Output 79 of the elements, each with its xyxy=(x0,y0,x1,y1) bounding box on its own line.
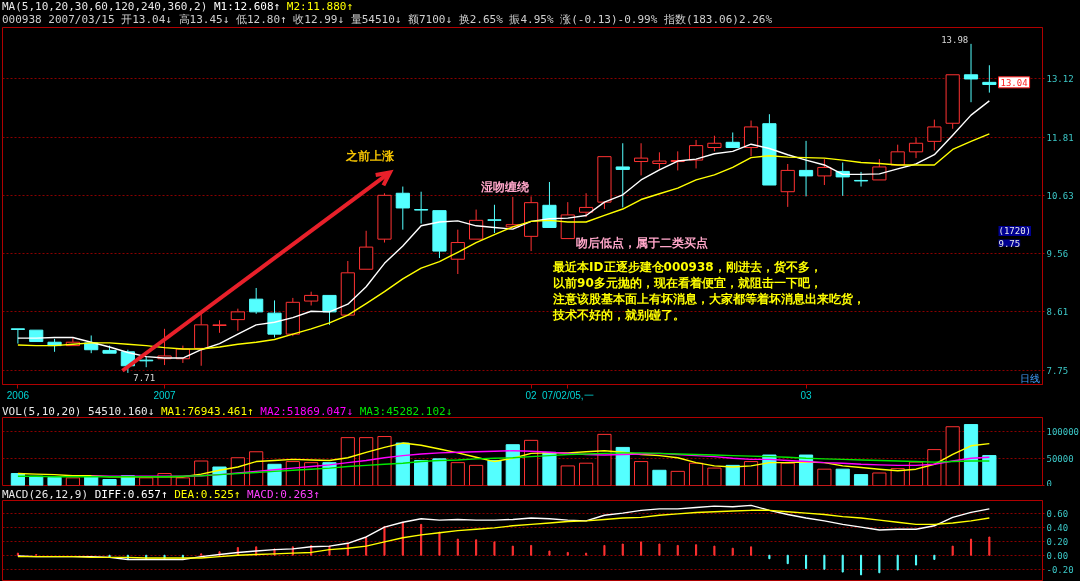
y-tick-label: 10.63 xyxy=(1046,190,1074,201)
annotation: 13.98 xyxy=(941,34,969,45)
bar xyxy=(102,479,117,486)
text: DEA:0.525↑ xyxy=(174,488,241,501)
annotation: 以前90多元抛的，现在看着便宜，就阻击一下吧， xyxy=(553,275,822,290)
candlestick xyxy=(469,209,484,240)
candlestick xyxy=(633,142,649,176)
annotation: 7.71 xyxy=(133,372,156,383)
candlestick xyxy=(340,260,355,316)
chart-title: MA(5,10,20,30,60,120,240,360,2) xyxy=(2,0,208,13)
annotation: 技术不好的，就别碰了。 xyxy=(552,307,686,322)
x-tick-label: 07/02/05,一 xyxy=(541,389,594,401)
y-tick-label: 13.12 xyxy=(1046,74,1074,85)
text: DIFF:0.657↑ xyxy=(94,488,168,501)
bar xyxy=(487,459,502,486)
bar xyxy=(725,464,740,486)
annotation: 最近本ID正逐步建仓000938，刚进去，货不多， xyxy=(552,259,822,274)
bar xyxy=(47,476,62,486)
y-tick-label: -0.20 xyxy=(1046,564,1074,575)
text: MA2:51869.047↓ xyxy=(260,405,354,418)
y-tick-label: 9.56 xyxy=(1046,249,1069,260)
bar xyxy=(853,474,869,486)
y-tick-label: 7.75 xyxy=(1046,365,1069,376)
bar xyxy=(652,469,667,486)
annotation: (1720) xyxy=(998,226,1032,237)
candlestick xyxy=(615,142,630,208)
bar xyxy=(835,468,850,486)
text: M1:12.608↑ xyxy=(213,0,281,13)
text: MA3:45282.102↓ xyxy=(359,405,453,418)
annotation: MACD:0.263↑ xyxy=(247,488,320,501)
text: 日线 xyxy=(1019,372,1040,384)
candlestick xyxy=(780,163,795,208)
candlestick xyxy=(414,191,429,225)
candlestick xyxy=(524,195,539,252)
candlestick xyxy=(377,192,392,244)
y-tick-label: 8.61 xyxy=(1046,307,1069,318)
line-series xyxy=(17,452,991,478)
candlestick xyxy=(542,181,557,228)
candlestick xyxy=(762,113,777,186)
y-tick-label: 0.20 xyxy=(1046,536,1069,547)
y-tick-label: 0.60 xyxy=(1046,508,1069,519)
annotation: 9.75 xyxy=(998,238,1021,249)
text: MA1:76943.461↑ xyxy=(160,405,254,418)
bar xyxy=(505,444,520,486)
candlestick xyxy=(10,328,25,345)
y-tick-label: 0.00 xyxy=(1046,550,1069,561)
candlestick xyxy=(798,140,814,197)
y-tick-label: 0.40 xyxy=(1046,522,1069,533)
y-tick-label: 0 xyxy=(1046,478,1052,489)
x-tick-label: 2006 xyxy=(6,389,30,401)
annotation: 注意该股基本面上有坏消息，大家都等着坏消息出来吃货， xyxy=(552,291,866,306)
annotation: 湿吻缠绕 xyxy=(480,179,530,194)
y-tick-label: 50000 xyxy=(1046,453,1074,464)
candlestick xyxy=(982,64,997,94)
candlestick xyxy=(743,120,759,157)
candlestick xyxy=(359,230,374,270)
bar xyxy=(982,455,997,486)
y-tick-label: 100000 xyxy=(1046,426,1080,437)
candlestick xyxy=(908,137,924,159)
candlestick xyxy=(853,171,869,188)
x-tick-label: 03 xyxy=(800,389,813,401)
x-tick-label: 2007 xyxy=(153,389,177,401)
y-tick-label: 11.81 xyxy=(1046,132,1074,143)
candlestick xyxy=(450,229,465,275)
candlestick xyxy=(963,43,979,103)
candlestick xyxy=(579,192,594,218)
bar xyxy=(432,458,447,486)
bar xyxy=(542,451,557,486)
annotation: 之前上涨 xyxy=(344,148,395,163)
annotation: 吻后低点，属于二类买点 xyxy=(576,236,709,251)
bar xyxy=(414,459,429,486)
chart-title: MACD(26,12,9) xyxy=(2,488,89,501)
candlestick xyxy=(688,139,704,169)
x-tick-label: 02 xyxy=(525,389,538,401)
chart-title: VOL(5,10,20) 54510.160↓ xyxy=(2,405,155,418)
text: 13.04 xyxy=(1000,77,1028,88)
candlestick xyxy=(725,131,740,149)
chart-subtitle: 000938 2007/03/15 开13.04↓ 高13.45↓ 低12.80↑ 收12.99↓ 量54510↓ 额7100↓ 换2.65% 振4.95% 涨(-0.13)-0.99% 指数(183.06)2.26% xyxy=(2,13,773,26)
text: M2:11.880↑ xyxy=(286,0,354,13)
